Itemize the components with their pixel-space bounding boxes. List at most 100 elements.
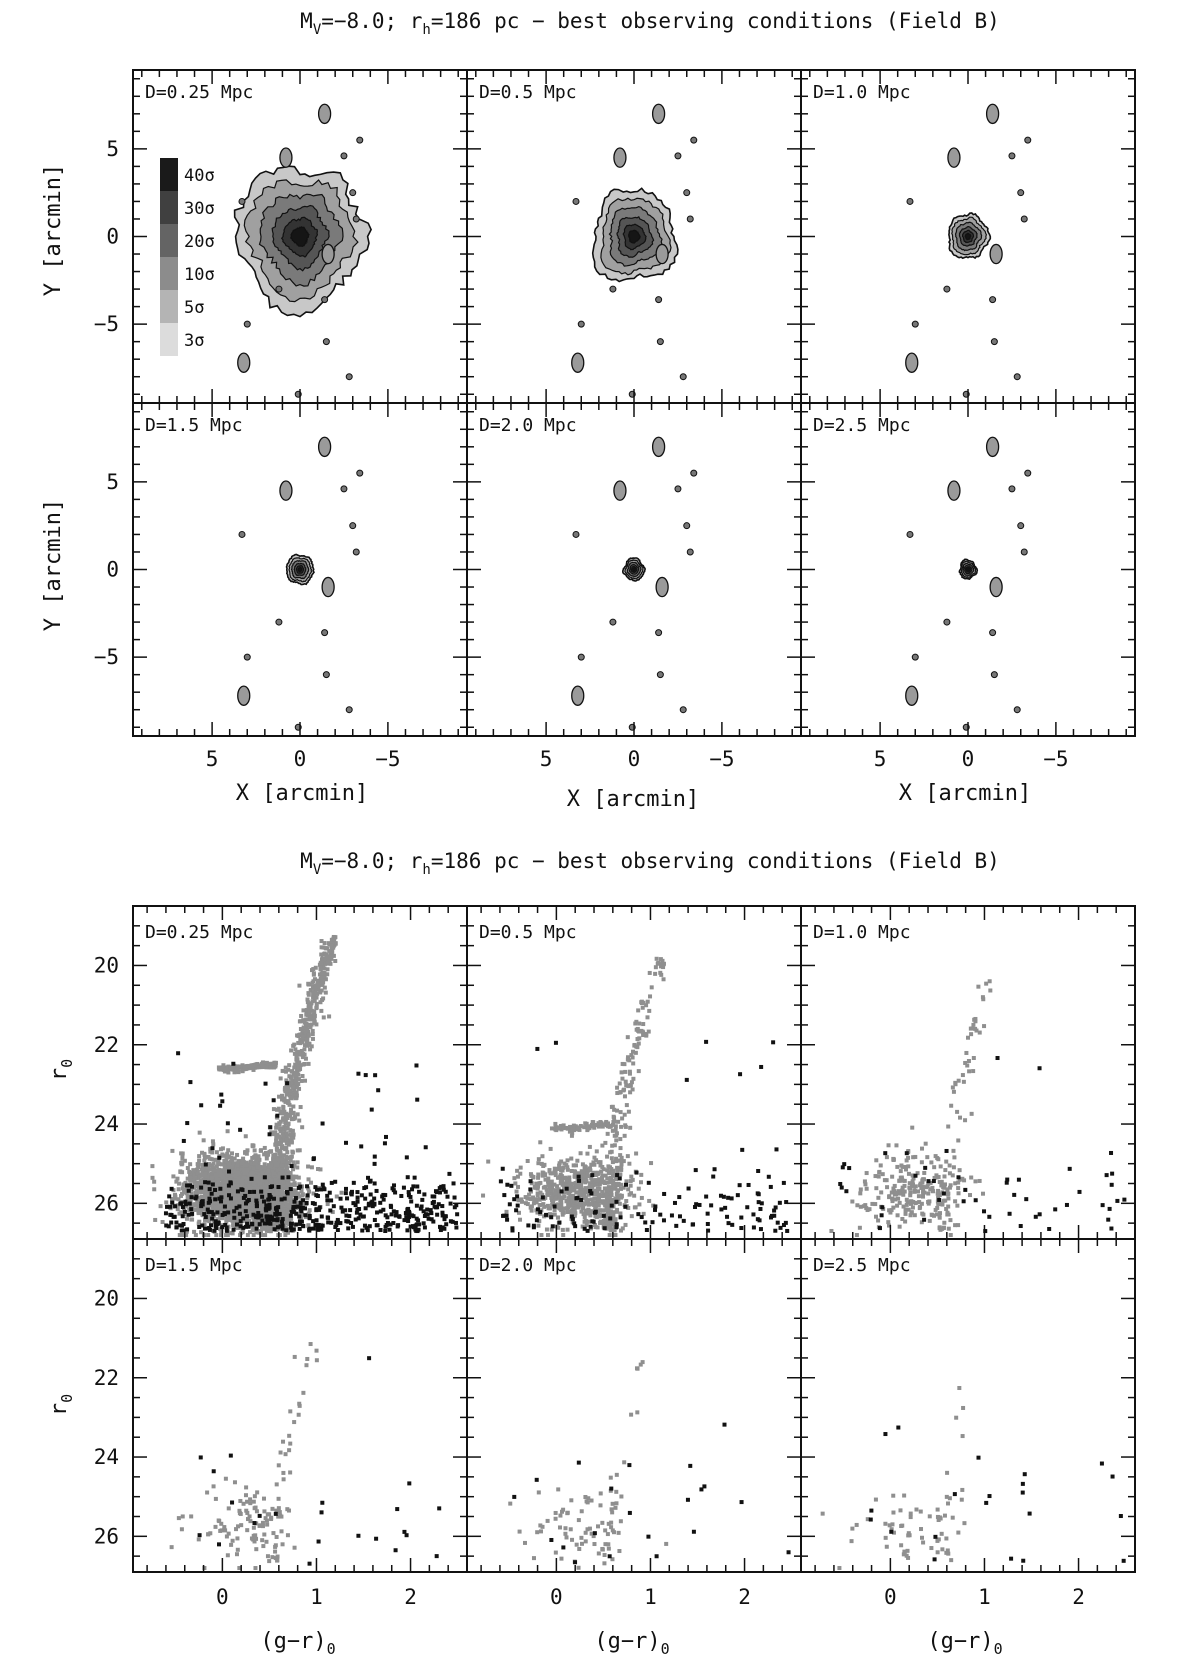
star-point <box>281 1104 286 1109</box>
star-point <box>622 1062 627 1067</box>
star-point <box>240 1063 245 1068</box>
background-source <box>1013 706 1021 714</box>
star-point <box>238 1219 243 1224</box>
star-point <box>392 1183 397 1188</box>
star-point <box>196 1203 201 1208</box>
star-point <box>191 1168 196 1173</box>
star-point <box>244 1151 249 1156</box>
star-point <box>170 1197 175 1202</box>
star-point <box>612 1133 617 1138</box>
star-point <box>280 1226 285 1231</box>
star-point <box>290 1128 295 1133</box>
star-point <box>178 1193 183 1198</box>
star-point <box>192 1207 197 1212</box>
star-point <box>453 1220 458 1225</box>
star-point <box>273 1193 278 1198</box>
star-point <box>422 1225 427 1230</box>
star-point <box>435 1205 440 1210</box>
star-point <box>251 1212 256 1217</box>
star-point <box>405 1228 410 1233</box>
star-point <box>355 1190 360 1195</box>
star-point <box>343 1140 348 1145</box>
star-point <box>303 1078 308 1083</box>
star-point <box>217 1204 222 1209</box>
star-point <box>372 1161 377 1166</box>
panel-label: D=0.5 Mpc <box>479 82 577 103</box>
star-point <box>179 1201 184 1206</box>
star-point <box>415 1184 420 1189</box>
star-point <box>276 1160 281 1165</box>
star-point <box>243 1177 248 1182</box>
star-point <box>273 1201 278 1206</box>
background-source <box>943 285 951 293</box>
star-point <box>285 1166 290 1171</box>
star-point <box>531 1195 536 1200</box>
star-point <box>619 1182 624 1187</box>
star-point <box>176 1051 181 1056</box>
star-point <box>224 1228 229 1233</box>
star-point <box>170 1148 175 1153</box>
star-point <box>295 1165 300 1170</box>
star-point <box>174 1220 179 1225</box>
star-point <box>284 1085 289 1090</box>
star-point <box>293 1196 298 1201</box>
star-point <box>431 1199 436 1204</box>
star-point <box>590 1179 595 1184</box>
star-point <box>338 1221 343 1226</box>
star-point <box>319 975 324 980</box>
spatial-panel: D=0.25 Mpc −5 0 5 <box>94 69 468 404</box>
star-point <box>207 1187 212 1192</box>
star-point <box>235 1152 240 1157</box>
star-point <box>279 1197 284 1202</box>
star-point <box>262 1221 267 1226</box>
star-point <box>243 1224 248 1229</box>
star-point <box>278 1076 283 1081</box>
star-point <box>208 1214 213 1219</box>
star-point <box>237 1211 242 1216</box>
star-point <box>408 1194 413 1199</box>
star-point <box>294 1085 299 1090</box>
star-point <box>564 1125 569 1130</box>
star-point <box>293 1078 298 1083</box>
background-source <box>947 147 961 168</box>
star-point <box>247 1064 252 1069</box>
star-point <box>604 1213 609 1218</box>
star-point <box>268 1210 273 1215</box>
star-point <box>288 1095 293 1100</box>
star-point <box>199 1230 204 1235</box>
star-point <box>618 1110 623 1115</box>
star-point <box>254 1220 259 1225</box>
star-point <box>302 1206 307 1211</box>
star-point <box>445 1194 450 1199</box>
star-point <box>158 1204 163 1209</box>
star-point <box>623 1069 628 1074</box>
star-point <box>307 1228 312 1233</box>
star-point <box>314 1022 319 1027</box>
star-point <box>315 979 320 984</box>
star-point <box>270 1220 275 1225</box>
star-point <box>299 1013 304 1018</box>
star-point <box>266 1176 271 1181</box>
star-point <box>235 1193 240 1198</box>
star-point <box>205 1207 210 1212</box>
star-point <box>260 1180 265 1185</box>
star-point <box>262 1196 267 1201</box>
star-point <box>384 1222 389 1227</box>
background-source <box>572 197 580 205</box>
star-point <box>295 1066 300 1071</box>
star-point <box>359 1193 364 1198</box>
contour-level <box>297 566 303 573</box>
star-point <box>188 1173 193 1178</box>
star-point <box>306 981 311 986</box>
star-point <box>425 1212 430 1217</box>
star-point <box>215 1210 220 1215</box>
star-point <box>207 1219 212 1224</box>
star-point <box>243 1164 248 1169</box>
star-point <box>232 1156 237 1161</box>
star-point <box>222 1158 227 1163</box>
star-point <box>242 1171 247 1176</box>
star-point <box>206 1209 211 1214</box>
background-source <box>349 522 357 530</box>
star-point <box>263 1189 268 1194</box>
